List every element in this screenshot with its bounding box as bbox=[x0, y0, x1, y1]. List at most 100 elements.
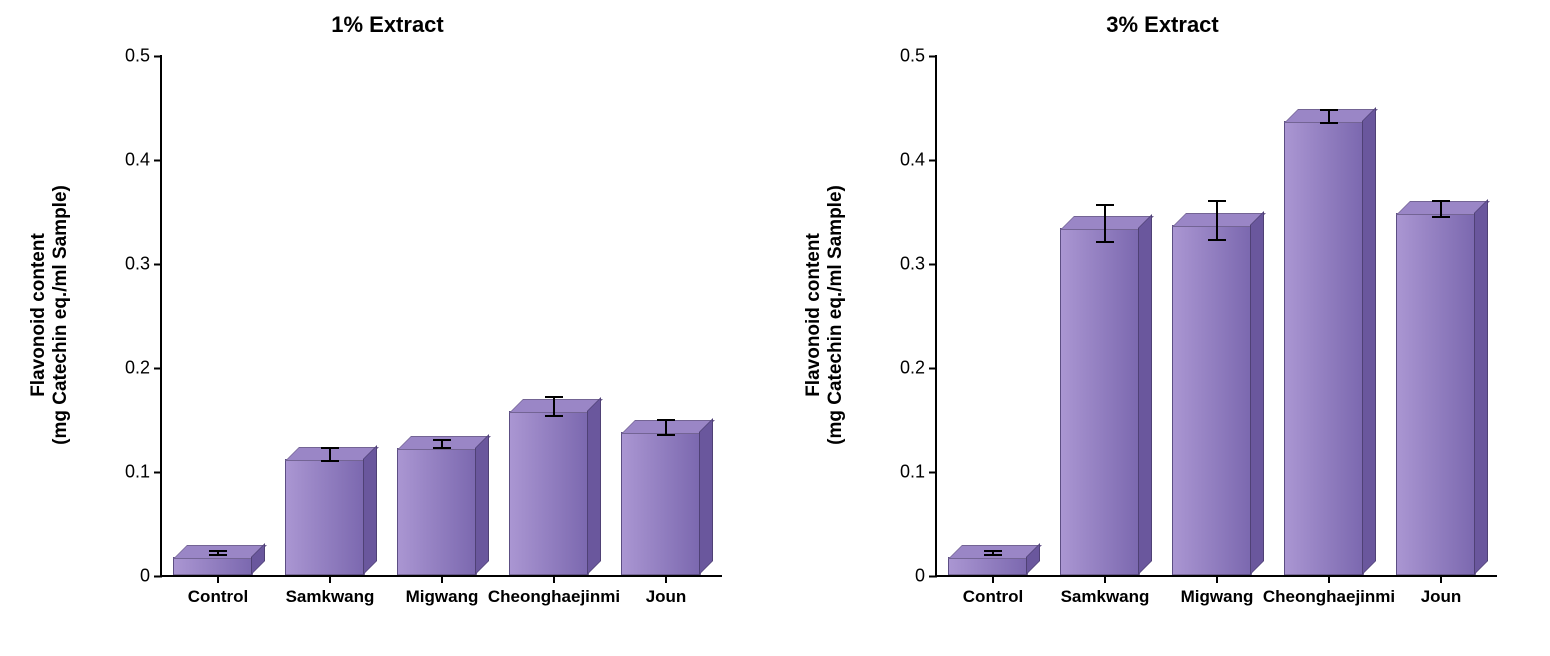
bar bbox=[509, 413, 587, 575]
error-cap-bottom bbox=[1208, 239, 1226, 241]
x-category-label: Control bbox=[963, 587, 1023, 607]
bar bbox=[621, 434, 699, 575]
y-axis-label-line2: (mg Catechin eq./ml Sample) bbox=[50, 185, 72, 445]
error-cap-top bbox=[545, 396, 563, 398]
x-tick-mark bbox=[665, 575, 667, 583]
bar bbox=[1284, 123, 1362, 575]
bar bbox=[1060, 230, 1138, 575]
error-cap-top bbox=[1320, 109, 1338, 111]
y-tick-label: 0.2 bbox=[125, 358, 150, 379]
error-cap-bottom bbox=[545, 415, 563, 417]
y-tick-label: 0 bbox=[915, 566, 925, 587]
y-tick-label: 0.4 bbox=[125, 150, 150, 171]
y-tick-mark bbox=[929, 263, 937, 265]
y-tick-mark bbox=[929, 575, 937, 577]
y-axis-label-line1: Flavonoid content bbox=[803, 233, 824, 397]
bar bbox=[1172, 227, 1250, 575]
x-tick-mark bbox=[992, 575, 994, 583]
bar-front bbox=[948, 557, 1028, 575]
error-bar bbox=[1216, 201, 1218, 241]
bar-side bbox=[1362, 107, 1376, 575]
y-tick-label: 0.5 bbox=[125, 46, 150, 67]
y-tick-label: 0.3 bbox=[125, 254, 150, 275]
bar-side bbox=[587, 397, 601, 575]
y-tick: 0.1 bbox=[900, 462, 937, 483]
error-cap-bottom bbox=[1432, 216, 1450, 218]
x-tick-mark bbox=[553, 575, 555, 583]
y-tick-mark bbox=[929, 159, 937, 161]
bar-side bbox=[1250, 211, 1264, 575]
x-tick-mark bbox=[1440, 575, 1442, 583]
y-tick: 0.3 bbox=[125, 254, 162, 275]
x-category-label: Migwang bbox=[1181, 587, 1254, 607]
y-axis-label: Flavonoid content (mg Catechin eq./ml Sa… bbox=[28, 185, 72, 445]
error-cap-top bbox=[1208, 200, 1226, 202]
y-tick: 0.3 bbox=[900, 254, 937, 275]
error-cap-top bbox=[209, 550, 227, 552]
bar bbox=[1396, 215, 1474, 575]
bar-side bbox=[1474, 199, 1488, 575]
x-tick-mark bbox=[441, 575, 443, 583]
bar-front bbox=[1172, 225, 1252, 575]
plot-area: 00.10.20.30.40.5ControlSamkwangMigwangCh… bbox=[935, 55, 1497, 577]
y-tick-label: 0.1 bbox=[125, 462, 150, 483]
y-tick: 0 bbox=[140, 566, 162, 587]
figure: 1% Extract Flavonoid content (mg Catechi… bbox=[0, 0, 1550, 656]
bar bbox=[173, 559, 251, 575]
x-tick-mark bbox=[1328, 575, 1330, 583]
x-tick-mark bbox=[217, 575, 219, 583]
y-tick-label: 0.4 bbox=[900, 150, 925, 171]
error-cap-top bbox=[433, 439, 451, 441]
y-tick-mark bbox=[929, 367, 937, 369]
y-tick-mark bbox=[929, 471, 937, 473]
bar bbox=[397, 450, 475, 575]
y-tick: 0.2 bbox=[900, 358, 937, 379]
bar-front bbox=[397, 448, 477, 575]
error-cap-bottom bbox=[321, 460, 339, 462]
y-tick-mark bbox=[154, 471, 162, 473]
error-cap-bottom bbox=[1320, 122, 1338, 124]
x-category-label: Joun bbox=[646, 587, 687, 607]
x-tick-mark bbox=[1216, 575, 1218, 583]
x-category-label: Joun bbox=[1421, 587, 1462, 607]
plot-area: 00.10.20.30.40.5ControlSamkwangMigwangCh… bbox=[160, 55, 722, 577]
x-category-label: Samkwang bbox=[1061, 587, 1150, 607]
error-cap-top bbox=[657, 419, 675, 421]
y-tick: 0 bbox=[915, 566, 937, 587]
error-cap-bottom bbox=[1096, 241, 1114, 243]
y-tick-mark bbox=[929, 55, 937, 57]
panel-title: 1% Extract bbox=[0, 12, 775, 38]
y-axis-label: Flavonoid content (mg Catechin eq./ml Sa… bbox=[803, 185, 847, 445]
panel-3pct: 3% Extract Flavonoid content (mg Catechi… bbox=[775, 0, 1550, 656]
bar-front bbox=[1284, 121, 1364, 575]
bar-front bbox=[621, 432, 701, 575]
panel-title: 3% Extract bbox=[775, 12, 1550, 38]
bar bbox=[948, 559, 1026, 575]
error-cap-bottom bbox=[209, 554, 227, 556]
x-category-label: Migwang bbox=[406, 587, 479, 607]
y-tick-mark bbox=[154, 575, 162, 577]
y-tick-mark bbox=[154, 159, 162, 161]
y-axis-label-line1: Flavonoid content bbox=[28, 233, 49, 397]
error-bar bbox=[1440, 201, 1442, 218]
y-tick: 0.1 bbox=[125, 462, 162, 483]
x-category-label: Samkwang bbox=[286, 587, 375, 607]
error-cap-bottom bbox=[433, 447, 451, 449]
y-tick-label: 0.3 bbox=[900, 254, 925, 275]
bar-side bbox=[363, 445, 377, 575]
y-tick-label: 0.1 bbox=[900, 462, 925, 483]
error-cap-top bbox=[984, 550, 1002, 552]
error-cap-top bbox=[1096, 204, 1114, 206]
y-tick-mark bbox=[154, 263, 162, 265]
bar-side bbox=[699, 418, 713, 575]
bar-front bbox=[1396, 213, 1476, 575]
y-tick: 0.4 bbox=[900, 150, 937, 171]
error-bar bbox=[1104, 205, 1106, 242]
bar-front bbox=[1060, 228, 1140, 575]
y-tick-mark bbox=[154, 55, 162, 57]
y-tick: 0.5 bbox=[900, 46, 937, 67]
bar-front bbox=[509, 411, 589, 575]
bar-front bbox=[173, 557, 253, 575]
y-tick-mark bbox=[154, 367, 162, 369]
x-tick-mark bbox=[1104, 575, 1106, 583]
